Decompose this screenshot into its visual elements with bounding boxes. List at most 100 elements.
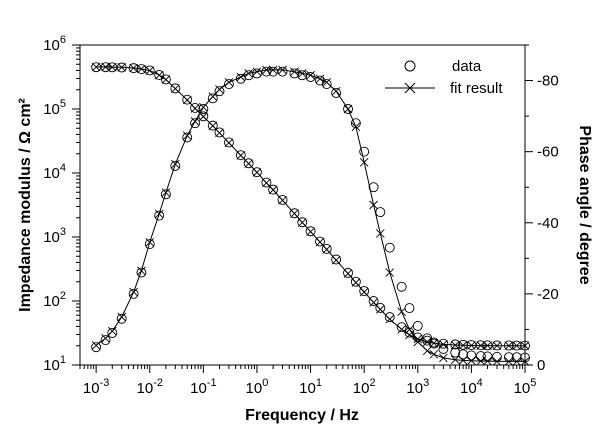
data-point-right xyxy=(182,132,193,143)
fit-point-right xyxy=(385,268,395,277)
fit-point-left xyxy=(504,341,514,351)
data-point-right xyxy=(450,347,461,358)
fit-point-right xyxy=(129,287,138,297)
data-point-left xyxy=(235,150,246,161)
x-tick-label: 10-3 xyxy=(83,377,109,397)
fit-point-right xyxy=(91,341,101,350)
fit-point-left xyxy=(171,84,180,93)
right-tick-label: -80 xyxy=(537,73,559,90)
left-tick-label: 102 xyxy=(43,290,66,310)
fit-point-right xyxy=(476,356,486,366)
data-point-left xyxy=(305,226,316,237)
data-point-right xyxy=(492,351,502,362)
data-point-right xyxy=(422,333,433,344)
fit-point-left xyxy=(492,341,502,351)
fit-point-right xyxy=(252,67,262,76)
fit-point-left xyxy=(315,237,325,247)
fit-point-left xyxy=(413,334,423,344)
data-point-right xyxy=(482,351,493,362)
data-point-right xyxy=(268,66,279,77)
data-point-right xyxy=(207,93,218,104)
data-point-left xyxy=(315,236,325,247)
data-point-right xyxy=(136,267,147,278)
fit-point-left xyxy=(351,278,361,287)
data-point-left xyxy=(368,296,379,306)
fit-point-right xyxy=(369,200,378,210)
data-point-right xyxy=(100,335,111,346)
fit-point-left xyxy=(458,341,468,350)
fit-point-left xyxy=(467,341,476,350)
data-point-left xyxy=(160,74,171,85)
fit-point-left xyxy=(107,62,117,72)
right-tick-label: -60 xyxy=(537,144,559,161)
right-tick-label: 0 xyxy=(537,357,545,374)
fit-point-left xyxy=(236,151,246,160)
fit-point-right xyxy=(145,238,155,247)
data-point-right xyxy=(412,320,423,331)
fit-point-right xyxy=(467,356,476,366)
data-point-right xyxy=(160,189,171,200)
fit-point-left xyxy=(359,287,369,297)
fit-point-right xyxy=(331,86,341,96)
fit-point-left xyxy=(101,62,110,72)
data-point-left xyxy=(190,102,200,113)
fit-point-right xyxy=(117,312,127,322)
data-point-right xyxy=(297,70,308,81)
data-point-left xyxy=(198,111,209,122)
fit-point-left xyxy=(161,75,171,84)
data-point-left xyxy=(359,286,370,297)
fit-point-right xyxy=(224,78,234,87)
data-point-left xyxy=(375,302,386,313)
fit-point-left xyxy=(145,66,155,75)
fit-point-left xyxy=(297,218,307,227)
data-point-left xyxy=(277,194,288,205)
legend-fit-label: fit result xyxy=(450,80,503,97)
data-point-left xyxy=(331,254,342,265)
data-point-left xyxy=(182,94,193,105)
fit-point-right xyxy=(215,85,224,94)
fit-point-left xyxy=(375,305,385,314)
fit-point-right xyxy=(137,266,146,276)
data-point-left xyxy=(343,267,353,278)
fit-point-right xyxy=(190,117,200,126)
x-tick-label: 10-2 xyxy=(137,377,163,397)
fit-point-left xyxy=(322,245,332,254)
fit-point-right xyxy=(182,131,192,140)
data-point-right xyxy=(107,328,118,338)
x-tick-label: 103 xyxy=(406,377,429,397)
fit-point-left xyxy=(343,269,353,278)
data-point-left xyxy=(170,83,181,94)
series-layer xyxy=(91,62,530,366)
data-point-right xyxy=(198,104,209,114)
x-axis-title: Frequency / Hz xyxy=(245,407,359,424)
fit-point-left xyxy=(91,62,101,72)
data-point-right xyxy=(252,68,262,79)
fit-point-right xyxy=(422,346,432,356)
fit-point-right xyxy=(504,357,514,366)
data-point-right xyxy=(305,72,316,82)
left-axis-title: Impedance modulus / Ω cm² xyxy=(17,98,34,312)
right-axis-title: Phase angle / degree xyxy=(576,125,593,284)
fit-point-right xyxy=(268,65,278,75)
x-tick-label: 104 xyxy=(460,377,483,397)
fit-point-right xyxy=(351,122,361,132)
left-tick-label: 103 xyxy=(43,226,66,246)
data-point-right xyxy=(458,349,469,360)
data-point-left xyxy=(144,65,155,76)
fit-point-right xyxy=(278,65,287,75)
x-axis-ticks: 10-3 10-2 10-1 100 101 102 103 104 105 xyxy=(79,365,536,397)
right-tick-label: -20 xyxy=(537,286,559,303)
fit-point-right xyxy=(359,158,369,167)
fit-point-right xyxy=(322,78,332,87)
data-point-left xyxy=(384,312,395,323)
left-tick-label: 104 xyxy=(43,162,66,182)
data-point-right xyxy=(154,210,165,221)
data-point-left xyxy=(214,127,225,138)
fit-point-left xyxy=(278,195,287,205)
left-tick-label: 105 xyxy=(43,98,66,118)
fit-point-left xyxy=(244,159,253,168)
data-point-left xyxy=(207,120,218,131)
fit-point-left xyxy=(306,227,315,237)
fit-point-right xyxy=(107,326,117,336)
data-point-right xyxy=(438,344,449,354)
